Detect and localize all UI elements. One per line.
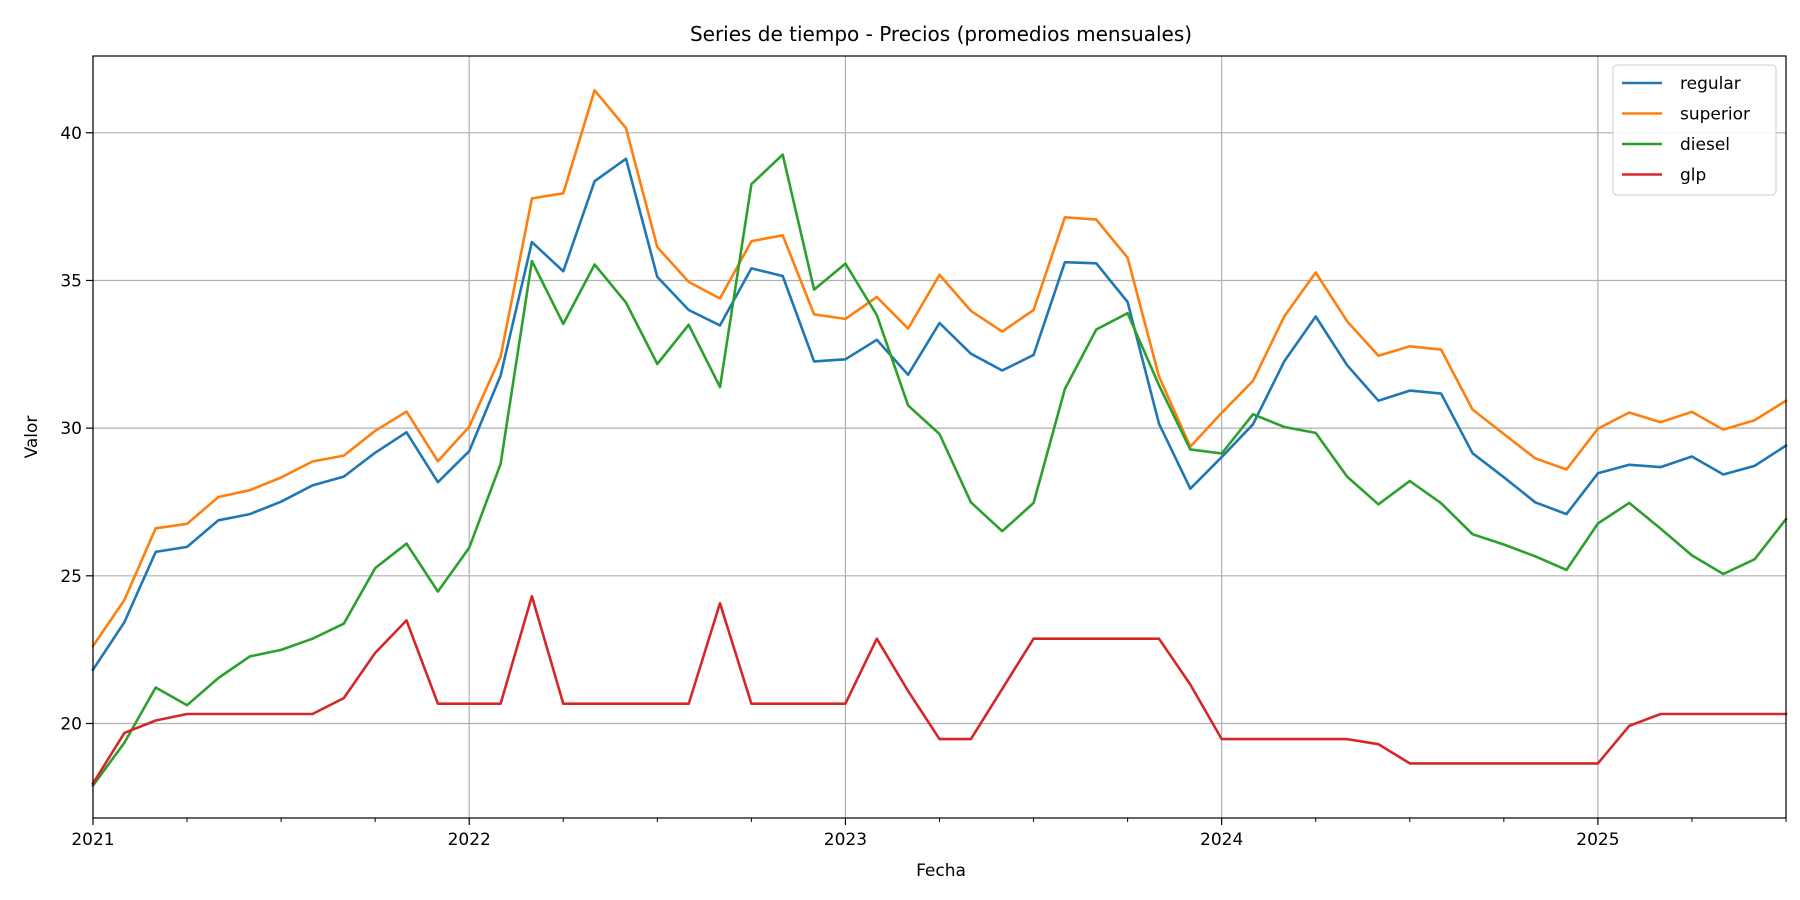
legend: regular superior diesel glp xyxy=(1612,64,1777,196)
x-axis-label: Fecha xyxy=(916,861,966,881)
y-axis: 20 25 30 35 40 xyxy=(60,124,93,734)
x-tick-label: 2024 xyxy=(1200,830,1243,850)
x-tick-label: 2023 xyxy=(824,830,867,850)
y-tick-label: 25 xyxy=(60,567,82,587)
legend-label-regular: regular xyxy=(1680,74,1741,94)
legend-label-superior: superior xyxy=(1680,105,1750,125)
y-tick-label: 30 xyxy=(60,419,82,439)
y-tick-label: 40 xyxy=(60,124,82,144)
x-axis: 2021 2022 2023 2024 2025 xyxy=(71,818,1787,850)
series-line-diesel xyxy=(91,153,1788,788)
x-tick-label: 2025 xyxy=(1576,830,1619,850)
legend-label-glp: glp xyxy=(1680,166,1706,186)
series-line-superior xyxy=(91,89,1788,648)
x-tick-label: 2021 xyxy=(71,830,114,850)
series-line-glp xyxy=(91,594,1788,786)
x-tick-label: 2022 xyxy=(448,830,491,850)
y-tick-label: 20 xyxy=(60,714,82,734)
series-line-regular xyxy=(91,157,1788,672)
y-tick-label: 35 xyxy=(60,271,82,291)
legend-box xyxy=(1612,64,1777,196)
chart-title: Series de tiempo - Precios (promedios me… xyxy=(690,22,1192,46)
y-axis-label: Valor xyxy=(22,416,42,459)
legend-label-diesel: diesel xyxy=(1680,135,1730,155)
series-lines xyxy=(91,89,1788,788)
